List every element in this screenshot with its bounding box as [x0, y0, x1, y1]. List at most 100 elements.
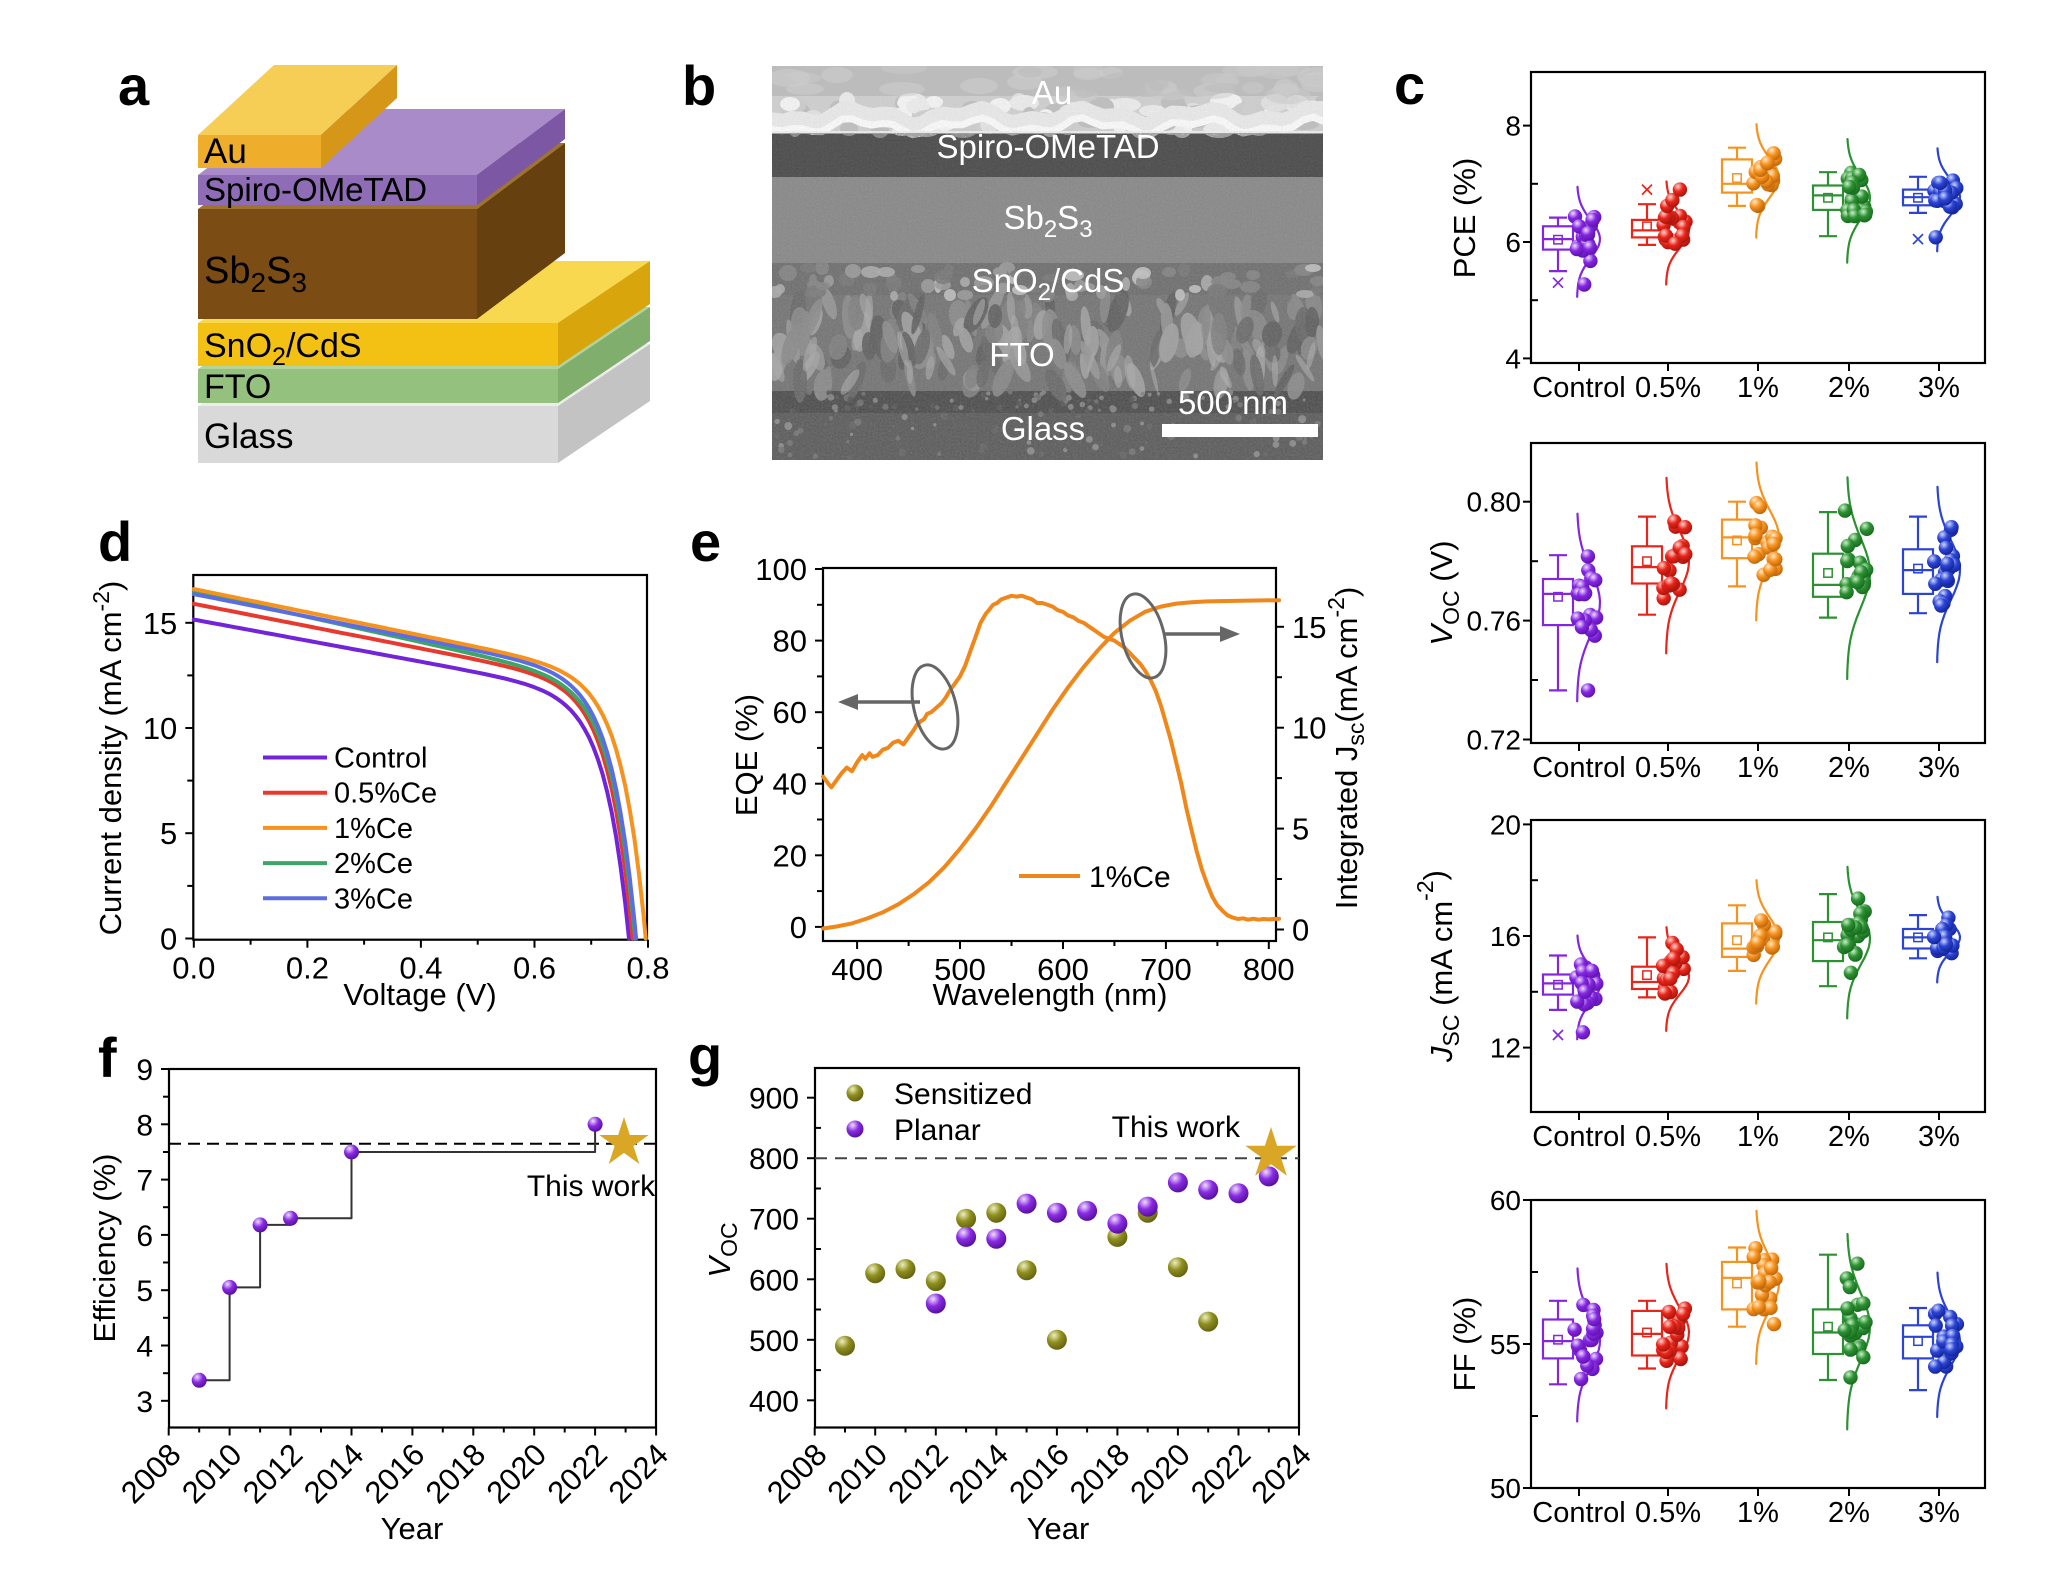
svg-text:d: d	[98, 510, 132, 573]
svg-text:40: 40	[773, 767, 807, 802]
svg-text:500: 500	[749, 1325, 799, 1358]
svg-text:JSC (mA cm-2): JSC (mA cm-2)	[1412, 870, 1464, 1063]
svg-text:0.4: 0.4	[399, 951, 442, 986]
svg-text:12: 12	[1490, 1033, 1521, 1064]
svg-text:3%: 3%	[1918, 1121, 1960, 1153]
svg-text:Au: Au	[204, 132, 247, 171]
svg-text:0: 0	[1292, 913, 1309, 948]
svg-text:0.8: 0.8	[626, 951, 669, 986]
svg-text:3: 3	[136, 1386, 153, 1419]
svg-text:PCE (%): PCE (%)	[1447, 158, 1482, 279]
svg-text:100: 100	[755, 552, 807, 587]
svg-text:2%: 2%	[1828, 1121, 1870, 1153]
svg-text:3%: 3%	[1918, 372, 1960, 404]
svg-text:5: 5	[160, 816, 177, 851]
svg-text:Planar: Planar	[894, 1114, 981, 1147]
svg-text:50: 50	[1490, 1473, 1521, 1504]
svg-text:EQE (%): EQE (%)	[729, 694, 764, 816]
svg-text:20: 20	[773, 838, 807, 873]
svg-text:0.80: 0.80	[1467, 487, 1522, 518]
svg-text:1%Ce: 1%Ce	[334, 813, 413, 845]
svg-text:Efficiency (%): Efficiency (%)	[87, 1154, 122, 1343]
svg-text:This work: This work	[1112, 1111, 1241, 1144]
svg-text:60: 60	[773, 695, 807, 730]
svg-text:VOC (V): VOC (V)	[1424, 540, 1464, 645]
svg-text:Sensitized: Sensitized	[894, 1078, 1032, 1111]
svg-text:1%: 1%	[1737, 1497, 1779, 1529]
svg-text:Glass: Glass	[1001, 410, 1085, 447]
svg-text:Integrated Jsc(mA cm-2): Integrated Jsc(mA cm-2)	[1323, 587, 1369, 910]
svg-text:500 nm: 500 nm	[1178, 384, 1288, 421]
svg-text:f: f	[98, 1026, 117, 1089]
svg-text:9: 9	[136, 1054, 153, 1087]
svg-text:2%Ce: 2%Ce	[334, 848, 413, 880]
svg-text:0.2: 0.2	[286, 951, 329, 986]
svg-text:Au: Au	[1032, 74, 1072, 111]
svg-text:4: 4	[1505, 343, 1521, 374]
svg-text:0.76: 0.76	[1467, 606, 1522, 637]
svg-text:FTO: FTO	[989, 336, 1054, 373]
svg-text:6: 6	[136, 1220, 153, 1253]
svg-text:Control: Control	[1532, 372, 1626, 404]
svg-text:0: 0	[160, 922, 177, 957]
svg-text:55: 55	[1490, 1329, 1521, 1360]
svg-text:Voltage (V): Voltage (V)	[343, 977, 496, 1012]
svg-text:400: 400	[749, 1385, 799, 1418]
svg-text:800: 800	[749, 1143, 799, 1176]
svg-text:0.5%: 0.5%	[1635, 1121, 1701, 1153]
svg-text:400: 400	[831, 952, 883, 987]
svg-text:b: b	[682, 54, 716, 117]
svg-text:60: 60	[1490, 1185, 1521, 1216]
svg-text:0.0: 0.0	[172, 951, 215, 986]
svg-text:10: 10	[143, 711, 177, 746]
svg-text:This work: This work	[527, 1170, 656, 1203]
svg-text:0.5%Ce: 0.5%Ce	[334, 778, 437, 810]
svg-text:Wavelength (nm): Wavelength (nm)	[933, 977, 1168, 1012]
svg-text:Spiro-OMeTAD: Spiro-OMeTAD	[204, 171, 427, 208]
svg-text:Control: Control	[334, 743, 428, 775]
svg-text:Control: Control	[1532, 1497, 1626, 1529]
svg-text:5: 5	[136, 1275, 153, 1308]
svg-text:1%: 1%	[1737, 1121, 1779, 1153]
svg-text:4: 4	[136, 1331, 153, 1364]
svg-text:3%Ce: 3%Ce	[334, 883, 413, 915]
svg-text:3%: 3%	[1918, 752, 1960, 784]
svg-text:0.5%: 0.5%	[1635, 752, 1701, 784]
svg-text:FTO: FTO	[204, 368, 271, 406]
svg-text:Year: Year	[1027, 1511, 1090, 1546]
svg-text:16: 16	[1490, 921, 1521, 952]
svg-text:2%: 2%	[1828, 372, 1870, 404]
svg-text:700: 700	[749, 1204, 799, 1237]
svg-text:1%: 1%	[1737, 372, 1779, 404]
svg-text:6: 6	[1505, 227, 1521, 258]
svg-text:c: c	[1394, 53, 1425, 116]
svg-text:VOC: VOC	[702, 1222, 742, 1277]
svg-text:2%: 2%	[1828, 1497, 1870, 1529]
svg-text:5: 5	[1292, 812, 1309, 847]
svg-text:8: 8	[1505, 111, 1521, 142]
svg-text:0.72: 0.72	[1467, 725, 1522, 756]
svg-text:Glass: Glass	[204, 417, 293, 456]
svg-text:900: 900	[749, 1083, 799, 1116]
svg-text:g: g	[688, 1024, 722, 1087]
svg-text:7: 7	[136, 1165, 153, 1198]
svg-text:700: 700	[1140, 952, 1192, 987]
svg-text:0.5%: 0.5%	[1635, 372, 1701, 404]
svg-text:0: 0	[790, 910, 807, 945]
svg-text:e: e	[690, 510, 721, 573]
svg-text:Control: Control	[1532, 752, 1626, 784]
svg-text:Control: Control	[1532, 1121, 1626, 1153]
svg-text:15: 15	[1292, 610, 1326, 645]
svg-text:15: 15	[143, 606, 177, 641]
svg-text:500: 500	[934, 952, 986, 987]
svg-text:80: 80	[773, 624, 807, 659]
svg-text:10: 10	[1292, 711, 1326, 746]
svg-text:800: 800	[1243, 952, 1295, 987]
svg-text:2%: 2%	[1828, 752, 1870, 784]
svg-text:Current density (mA cm-2): Current density (mA cm-2)	[88, 581, 128, 936]
svg-text:a: a	[118, 54, 150, 117]
svg-text:600: 600	[1037, 952, 1089, 987]
svg-text:FF (%): FF (%)	[1447, 1297, 1482, 1392]
svg-text:0.5%: 0.5%	[1635, 1497, 1701, 1529]
svg-text:3%: 3%	[1918, 1497, 1960, 1529]
